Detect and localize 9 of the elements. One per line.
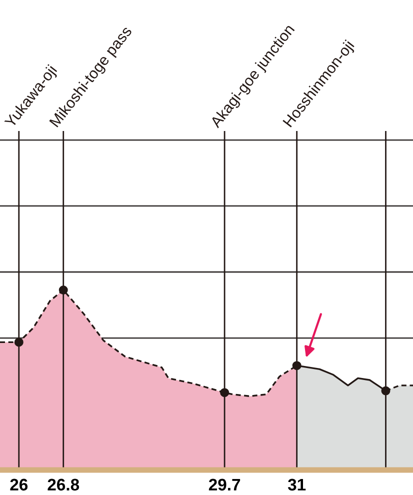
point [292, 361, 302, 370]
x-tick-label: 26 [10, 478, 28, 491]
point [220, 388, 230, 398]
point [14, 338, 24, 347]
x-tick-label: 31 [288, 478, 306, 491]
x-tick-label: 29.7 [208, 478, 240, 491]
point [381, 386, 390, 396]
point [58, 286, 68, 294]
x-tick-label: 26.8 [48, 478, 80, 491]
